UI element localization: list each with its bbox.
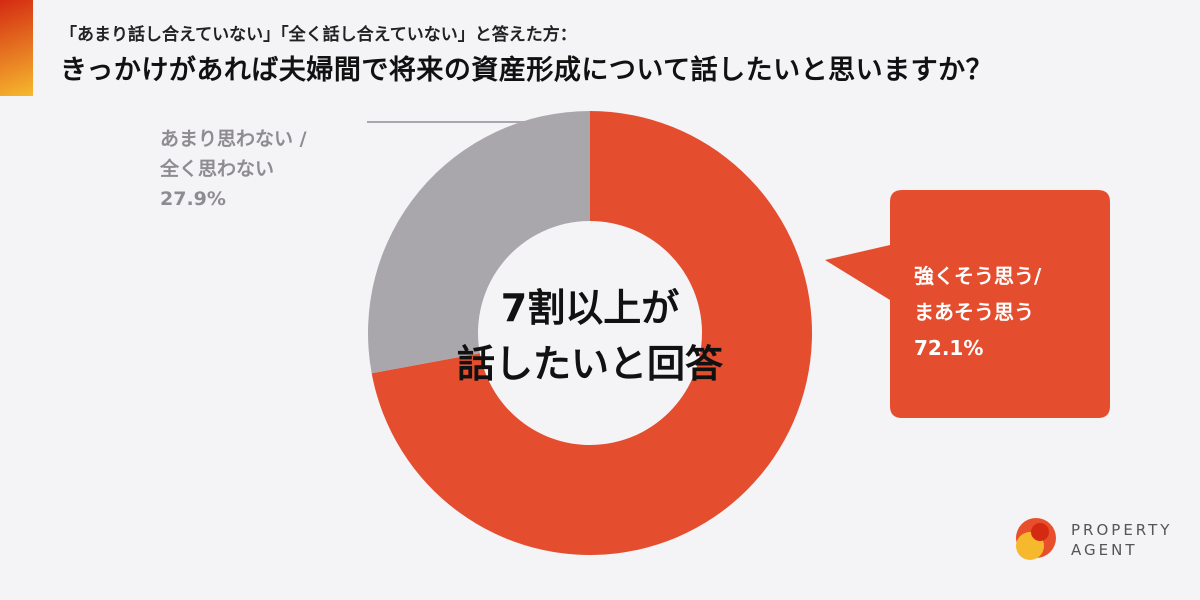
logo-text: PROPERTY AGENT: [1071, 520, 1172, 560]
callout-bubble: [825, 190, 1110, 418]
gray-slice-label: あまり思わない / 全く思わない 27.9%: [160, 124, 307, 214]
label-line: あまり思わない /: [160, 128, 307, 150]
value-label: 27.9%: [160, 188, 226, 210]
donut-slice-1: [368, 111, 590, 374]
center-line: 7割以上が: [500, 286, 680, 330]
page-title: きっかけがあれば夫婦間で将来の資産形成について話したいと思いますか？: [60, 55, 994, 86]
center-line: 話したいと回答: [456, 342, 723, 386]
logo-line: AGENT: [1071, 541, 1138, 559]
center-text: 7割以上が 話したいと回答: [440, 280, 740, 392]
logo-line: PROPERTY: [1071, 521, 1173, 539]
donut-slice-0: [371, 111, 813, 555]
value-label: 72.1%: [914, 336, 984, 360]
orange-slice-label: 強くそう思う/ まあそう思う 72.1%: [914, 258, 1041, 366]
label-line: 全く思わない: [160, 158, 275, 180]
logo-mark: [1016, 518, 1056, 560]
accent-bar: [0, 0, 33, 96]
subtitle: 「あまり話し合えていない」「全く話し合えていない」と答えた方：: [60, 25, 577, 45]
label-line: 強くそう思う/: [914, 264, 1042, 288]
label-line: まあそう思う: [914, 300, 1034, 324]
